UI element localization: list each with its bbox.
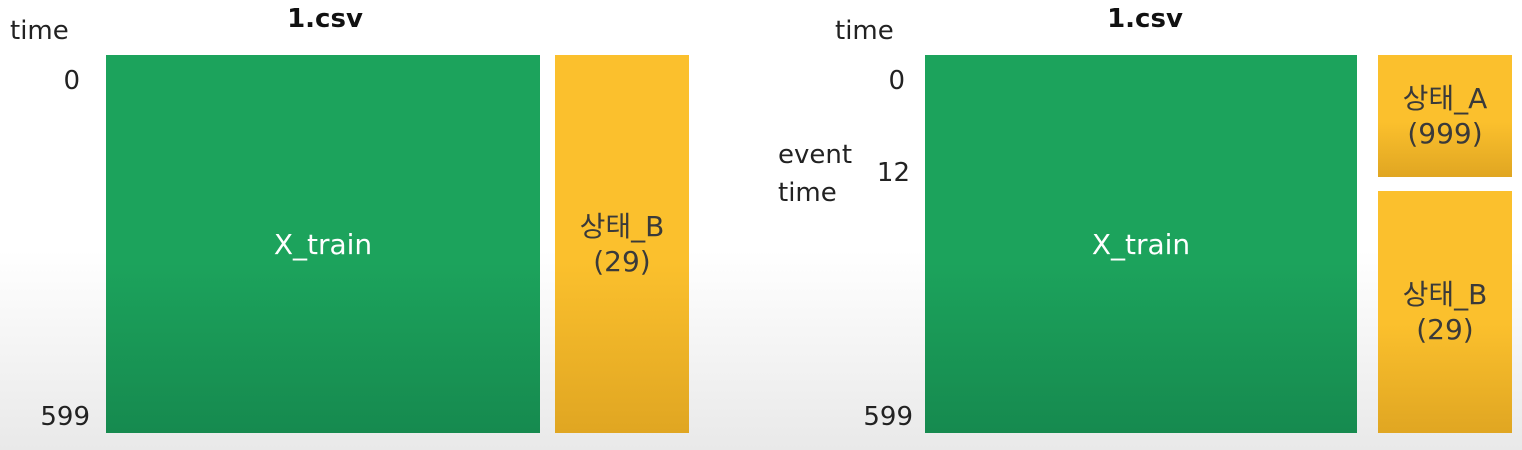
tick-event: 12: [876, 158, 910, 188]
diagram-title: 1.csv: [287, 4, 363, 34]
state-a-name: 상태_A: [1402, 82, 1488, 115]
x-train-block: X_train: [925, 55, 1357, 433]
state-b-block: 상태_B (29): [1378, 191, 1512, 433]
tick-end: 599: [863, 402, 913, 432]
diagram-title: 1.csv: [1107, 4, 1183, 34]
x-train-block: X_train: [106, 55, 540, 433]
state-a-count: (999): [1407, 117, 1483, 150]
x-train-label: X_train: [273, 227, 373, 261]
time-axis-label: time: [835, 16, 894, 46]
state-b-name: 상태_B: [1402, 278, 1488, 311]
state-b-count: (29): [593, 245, 651, 278]
tick-end: 599: [40, 402, 90, 432]
state-b-block: 상태_B (29): [555, 55, 689, 433]
event-label-line1: event: [778, 140, 853, 170]
diagram-left: 1.csv time 0 599 X_train 상태_B (29): [0, 0, 740, 450]
state-a-block: 상태_A (999): [1378, 55, 1512, 177]
diagram-right: 1.csv time 0 event time 12 599 X_train 상…: [760, 0, 1522, 450]
state-b-count: (29): [1416, 313, 1474, 346]
tick-start: 0: [888, 66, 905, 96]
event-label-line2: time: [778, 178, 837, 208]
x-train-label: X_train: [1091, 227, 1191, 261]
state-b-name: 상태_B: [579, 210, 665, 243]
tick-start: 0: [63, 66, 80, 96]
time-axis-label: time: [10, 16, 69, 46]
